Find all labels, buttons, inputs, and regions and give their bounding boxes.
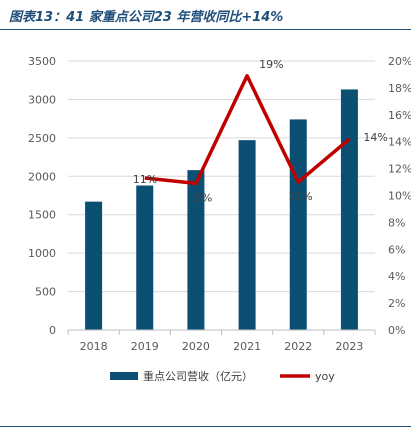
line-series [144,74,351,186]
y-left-tick-label: 3000 [28,93,56,106]
bar [136,185,154,330]
yoy-data-label: 11% [288,190,312,203]
yoy-line [144,74,351,186]
bar [187,170,205,330]
y-right-tick-label: 4% [388,270,405,283]
yoy-data-label: 14% [363,131,387,144]
y-right-tick-label: 16% [388,109,411,122]
y-right-tick-label: 2% [388,297,405,310]
y-right-tick-label: 6% [388,243,405,256]
legend-label-line: yoy [315,370,335,383]
x-tick-label: 2021 [233,340,261,353]
bar-series [85,89,358,331]
y-right-tick-label: 10% [388,190,411,203]
bar [340,89,358,331]
gridlines [68,60,375,331]
x-tick-label: 2023 [335,340,363,353]
bottom-rule [0,426,411,427]
y-right-tick-label: 20% [388,55,411,68]
x-tick-label: 2020 [182,340,210,353]
yoy-data-label: 19% [259,58,283,71]
y-left-tick-label: 500 [35,286,56,299]
x-tick-label: 2022 [284,340,312,353]
y-right-tick-label: 0% [388,324,405,337]
axes: 0 500 1000 1500 2000 2500 3000 3500 0% 2% 4% 6% 8% 10… [28,55,411,353]
legend-swatch-bar [110,372,138,380]
y-left-tick-label: 2000 [28,170,56,183]
chart-title: 图表13：41 家重点公司23 年营收同比+14% [9,10,284,25]
legend: 重点公司营收（亿元） yoy [110,369,335,383]
bar [289,119,307,330]
data-labels: 11% 11% 19% 11% 14% [133,58,388,205]
x-tick-label: 2019 [131,340,159,353]
bar [238,140,256,330]
yoy-data-label: 11% [133,173,157,186]
y-left-tick-label: 3500 [28,55,56,68]
y-right-tick-label: 14% [388,136,411,149]
top-rule [0,29,411,30]
x-tick-label: 2018 [80,340,108,353]
legend-label-bar: 重点公司营收（亿元） [143,369,253,383]
y-right-tick-label: 12% [388,163,411,176]
bar [85,201,103,330]
yoy-data-label: 11% [188,191,212,204]
y-left-tick-label: 1000 [28,247,56,260]
y-right-tick-label: 18% [388,82,411,95]
y-left-tick-label: 0 [49,324,56,337]
y-right-tick-label: 8% [388,216,405,229]
y-left-tick-label: 1500 [28,209,56,222]
y-left-tick-label: 2500 [28,132,56,145]
